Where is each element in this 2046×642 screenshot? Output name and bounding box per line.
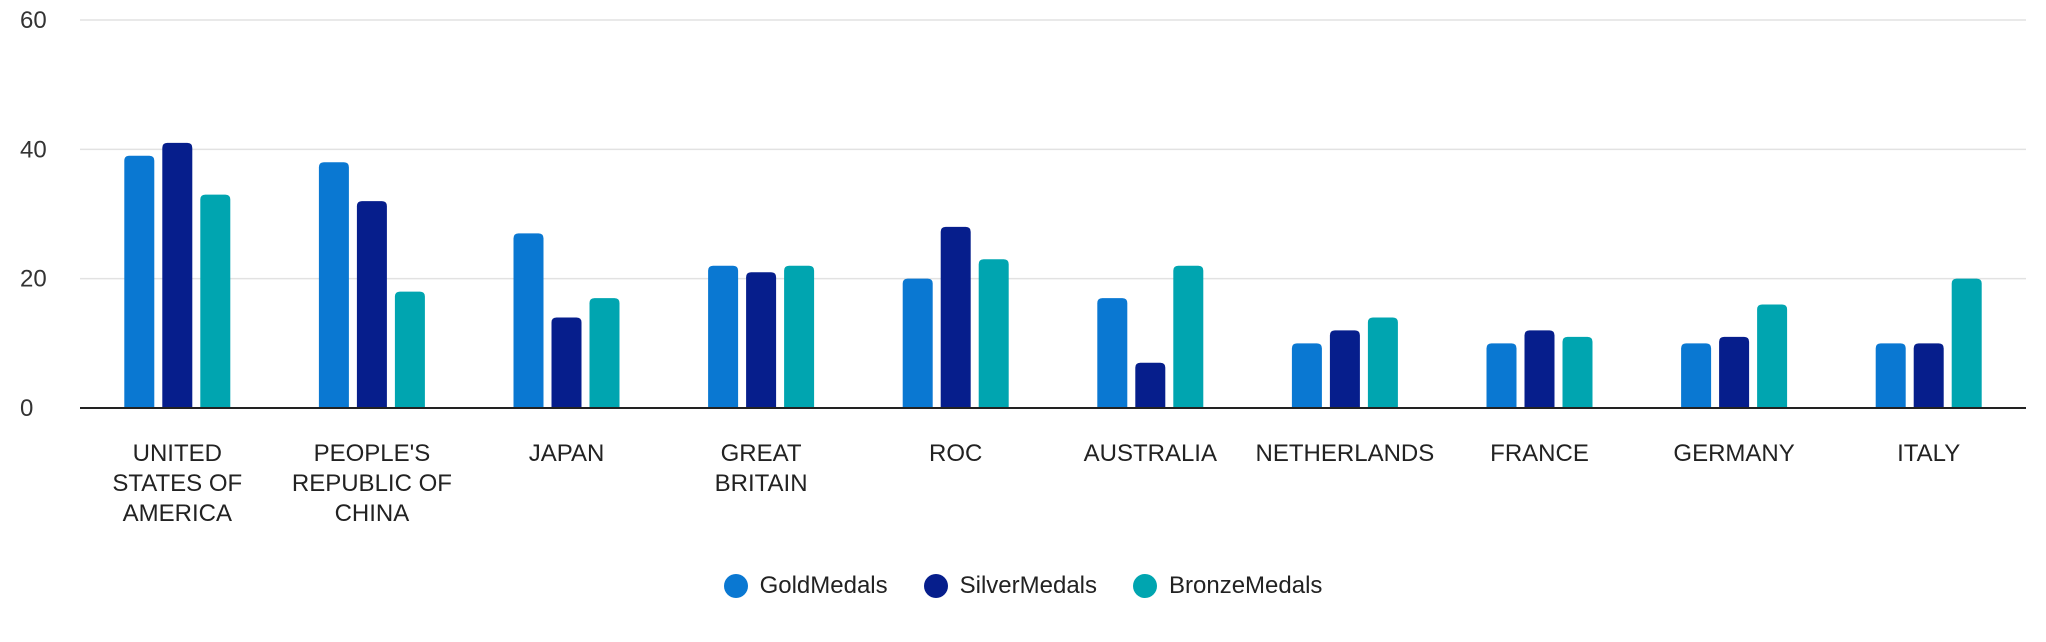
bar-silvermedals-8[interactable] (1719, 336, 1750, 408)
bar-silvermedals-0[interactable] (162, 142, 193, 408)
x-category-label: JAPAN (529, 440, 605, 467)
bar-goldmedals-4[interactable] (902, 278, 933, 408)
bar-bronzemedals-1[interactable] (394, 291, 425, 408)
bar-bronzemedals-7[interactable] (1562, 336, 1593, 408)
bar-goldmedals-6[interactable] (1291, 343, 1322, 408)
bar-silvermedals-2[interactable] (551, 317, 582, 408)
bar-goldmedals-3[interactable] (708, 265, 739, 408)
legend-swatch (923, 574, 948, 598)
y-axis-tick-labels: 0 20 40 60 (20, 7, 47, 422)
x-category-label: NETHERLANDS (1256, 440, 1435, 467)
bar-goldmedals-5[interactable] (1097, 298, 1128, 408)
y-tick-label: 60 (20, 7, 47, 34)
legend-label: GoldMedals (759, 572, 888, 599)
legend-item-silvermedals[interactable]: SilverMedals (923, 572, 1098, 600)
legend-item-goldmedals[interactable]: GoldMedals (723, 572, 888, 600)
x-axis-category-labels: UNITED STATES OF AMERICA PEOPLE'S REPUBLIC O… (112, 440, 1960, 527)
legend: GoldMedals SilverMedals BronzeMedals (0, 566, 2046, 606)
legend-swatch (723, 574, 748, 598)
bar-silvermedals-7[interactable] (1524, 330, 1555, 408)
x-category-label: PEOPLE'S REPUBLIC OF CHINA (292, 440, 452, 527)
y-tick-label: 20 (20, 266, 47, 293)
bar-goldmedals-7[interactable] (1486, 343, 1517, 408)
bar-goldmedals-2[interactable] (513, 233, 544, 408)
legend-label: SilverMedals (959, 572, 1098, 599)
bar-silvermedals-6[interactable] (1329, 330, 1360, 408)
bar-goldmedals-1[interactable] (318, 162, 349, 408)
bar-bronzemedals-4[interactable] (978, 259, 1009, 408)
bar-bronzemedals-9[interactable] (1951, 278, 1982, 408)
bar-goldmedals-9[interactable] (1875, 343, 1906, 408)
legend-swatch (1133, 574, 1158, 598)
bar-silvermedals-1[interactable] (356, 201, 387, 408)
x-category-label: ROC (929, 440, 982, 467)
bar-silvermedals-5[interactable] (1135, 362, 1166, 408)
bar-silvermedals-4[interactable] (940, 226, 971, 408)
bar-goldmedals-8[interactable] (1681, 343, 1712, 408)
y-tick-label: 0 (20, 395, 33, 422)
x-category-label: FRANCE (1490, 440, 1589, 467)
bar-bronzemedals-5[interactable] (1173, 265, 1204, 408)
bars (124, 142, 1982, 408)
bar-goldmedals-0[interactable] (124, 155, 155, 408)
legend-label: BronzeMedals (1169, 572, 1323, 599)
grid-lines (80, 19, 2026, 280)
legend-item-bronzemedals[interactable]: BronzeMedals (1133, 572, 1322, 600)
x-category-label: UNITED STATES OF AMERICA (112, 440, 242, 527)
x-category-label: ITALY (1897, 440, 1960, 467)
bar-silvermedals-3[interactable] (746, 272, 777, 408)
bar-bronzemedals-3[interactable] (784, 265, 815, 408)
bar-chart: 0 20 40 60 UNITED STATES OF AMERICA PEOPLE'S RE… (20, 7, 2026, 527)
y-tick-label: 40 (20, 136, 47, 163)
bar-bronzemedals-0[interactable] (200, 194, 231, 408)
bar-bronzemedals-2[interactable] (589, 298, 620, 408)
bar-silvermedals-9[interactable] (1913, 343, 1944, 408)
x-category-label: AUSTRALIA (1084, 440, 1217, 467)
bar-bronzemedals-6[interactable] (1367, 317, 1398, 408)
x-category-label: GREAT BRITAIN (715, 440, 808, 497)
x-category-label: GERMANY (1673, 440, 1794, 467)
bar-bronzemedals-8[interactable] (1757, 304, 1788, 408)
